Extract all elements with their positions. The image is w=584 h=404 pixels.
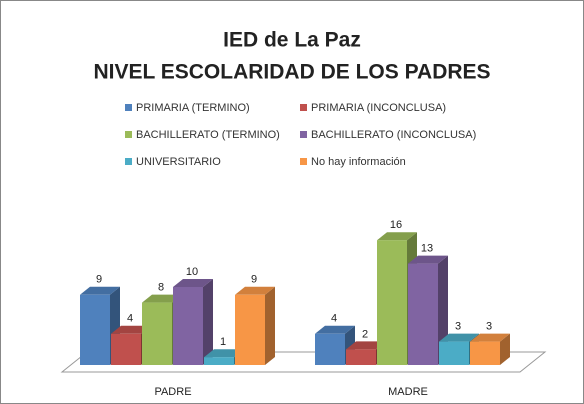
bar-top — [80, 286, 120, 295]
chart-subtitle: NIVEL ESCOLARIDAD DE LOS PADRES — [93, 61, 490, 84]
bar — [408, 263, 438, 365]
bar-top — [111, 325, 151, 334]
bar-top — [235, 286, 275, 295]
bar — [173, 287, 203, 365]
bar — [470, 341, 500, 365]
bar-top — [439, 333, 479, 342]
legend-swatch — [125, 158, 132, 165]
bar — [142, 302, 172, 365]
data-label: 10 — [186, 266, 198, 278]
bar — [204, 357, 234, 365]
bar — [439, 341, 469, 365]
data-label: 4 — [127, 313, 133, 325]
legend-label: PRIMARIA (TERMINO) — [136, 102, 250, 114]
bar — [377, 240, 407, 365]
data-label: 9 — [251, 274, 257, 286]
bar-top — [173, 279, 213, 287]
legend-swatch — [300, 131, 307, 138]
bar — [346, 349, 376, 365]
data-label: 2 — [362, 328, 368, 340]
bar — [80, 294, 110, 365]
data-label: 3 — [455, 321, 461, 333]
bar-top — [346, 341, 386, 350]
data-label: 4 — [331, 313, 337, 325]
bar-top — [470, 333, 510, 342]
legend-label: BACHILLERATO (TERMINO) — [136, 129, 280, 141]
x-tick-label: PADRE — [154, 386, 191, 398]
bar — [235, 294, 265, 365]
bar-side — [265, 286, 275, 365]
data-label: 16 — [390, 219, 402, 231]
bar-top — [315, 325, 355, 334]
bar — [315, 333, 345, 365]
legend-swatch — [125, 104, 132, 111]
data-label: 13 — [421, 243, 433, 255]
legend-label: BACHILLERATO (INCONCLUSA) — [311, 129, 476, 141]
legend-swatch — [300, 158, 307, 165]
bar-top — [204, 349, 244, 358]
legend-label: No hay información — [311, 156, 406, 168]
bar-top — [377, 232, 417, 241]
data-label: 1 — [220, 336, 226, 348]
x-tick-label: MADRE — [388, 386, 428, 398]
data-label: 9 — [96, 274, 102, 286]
bar-top — [142, 294, 182, 303]
data-label: 8 — [158, 282, 164, 294]
legend-label: UNIVERSITARIO — [136, 156, 221, 168]
bar-side — [500, 333, 510, 365]
legend-swatch — [125, 131, 132, 138]
data-label: 3 — [486, 321, 492, 333]
legend-swatch — [300, 104, 307, 111]
bar-top — [408, 255, 448, 264]
bar-side — [203, 279, 213, 365]
legend-label: PRIMARIA (INCONCLUSA) — [311, 102, 446, 114]
chart-title: IED de La Paz — [223, 29, 361, 52]
bar — [111, 333, 141, 365]
